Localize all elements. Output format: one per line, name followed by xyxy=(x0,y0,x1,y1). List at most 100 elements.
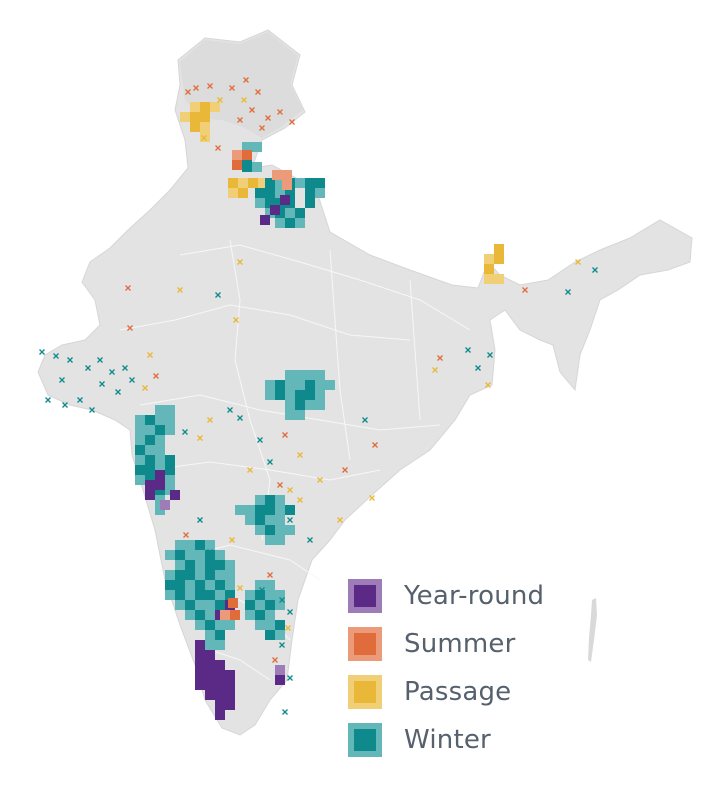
grid-cell-winter xyxy=(215,580,225,590)
occurrence-point-summer xyxy=(153,373,159,379)
grid-cell-winter xyxy=(175,580,185,590)
grid-cell-passage xyxy=(200,102,210,112)
occurrence-point-summer xyxy=(207,83,213,89)
occurrence-point-summer xyxy=(282,432,288,438)
occurrence-point-winter xyxy=(307,537,313,543)
grid-cell-winter xyxy=(275,390,285,400)
legend: Year-round Summer Passage Winter xyxy=(348,578,544,758)
occurrence-point-winter xyxy=(207,549,213,555)
occurrence-point-winter xyxy=(215,292,221,298)
grid-cell-winter xyxy=(135,415,145,425)
grid-cell-year-round xyxy=(205,650,215,660)
grid-cell-winter xyxy=(145,445,155,455)
grid-cell-winter xyxy=(275,515,285,525)
occurrence-point-summer xyxy=(249,107,255,113)
occurrence-point-passage xyxy=(369,495,375,501)
grid-cell-year-round xyxy=(145,490,155,500)
grid-cell-winter xyxy=(305,390,315,400)
grid-cell-winter xyxy=(155,455,165,465)
occurrence-point-summer xyxy=(342,467,348,473)
grid-cell-year-round xyxy=(215,660,225,670)
grid-cell-winter xyxy=(315,178,325,188)
grid-cell-winter xyxy=(265,380,275,390)
grid-cell-winter xyxy=(265,515,275,525)
grid-cell-winter xyxy=(275,505,285,515)
grid-cell-winter xyxy=(155,435,165,445)
occurrence-point-passage xyxy=(337,517,343,523)
grid-cell-winter xyxy=(185,600,195,610)
grid-cell-winter xyxy=(285,400,295,410)
occurrence-point-winter xyxy=(45,397,51,403)
grid-cell-winter xyxy=(135,435,145,445)
occurrence-point-passage xyxy=(233,317,239,323)
grid-cell-winter xyxy=(205,540,215,550)
occurrence-point-winter xyxy=(475,365,481,371)
grid-cell-winter xyxy=(135,465,145,475)
legend-label: Passage xyxy=(404,677,512,707)
grid-cell-passage xyxy=(238,178,248,188)
grid-cell-passage xyxy=(238,188,248,198)
occurrence-point-passage xyxy=(432,367,438,373)
occurrence-point-winter xyxy=(565,289,571,295)
grid-cell-winter xyxy=(205,630,215,640)
grid-cell-winter xyxy=(205,580,215,590)
grid-cell-passage xyxy=(200,122,210,132)
grid-cell-winter xyxy=(205,600,215,610)
occurrence-point-summer xyxy=(267,572,273,578)
grid-cell-year-round xyxy=(260,215,270,225)
occurrence-point-winter xyxy=(77,397,83,403)
grid-cell-winter xyxy=(205,550,215,560)
occurrence-point-passage xyxy=(287,487,293,493)
grid-cell-winter xyxy=(195,600,205,610)
occurrence-point-winter xyxy=(237,415,243,421)
grid-cell-winter xyxy=(255,515,265,525)
grid-cell-winter xyxy=(275,188,285,198)
occurrence-point-summer xyxy=(185,89,191,95)
grid-cell-passage xyxy=(494,274,504,284)
occurrence-point-passage xyxy=(237,259,243,265)
grid-cell-passage xyxy=(248,178,258,188)
grid-cell-winter xyxy=(265,390,275,400)
grid-cell-winter xyxy=(215,600,225,610)
grid-cell-winter xyxy=(315,370,325,380)
grid-cell-winter xyxy=(275,380,285,390)
grid-cell-winter xyxy=(265,620,275,630)
grid-cell-year-round xyxy=(195,680,205,690)
grid-cell-passage xyxy=(190,112,200,122)
grid-cell-winter xyxy=(195,550,205,560)
grid-cell-winter xyxy=(252,162,262,172)
grid-cell-winter xyxy=(185,550,195,560)
grid-cell-winter xyxy=(265,178,275,188)
grid-cell-winter xyxy=(175,600,185,610)
grid-cell-winter xyxy=(275,600,285,610)
grid-cell-year-round xyxy=(205,680,215,690)
legend-item-summer: Summer xyxy=(348,626,544,662)
grid-cell-winter xyxy=(225,590,235,600)
grid-cell-winter xyxy=(215,590,225,600)
occurrence-point-summer xyxy=(277,109,283,115)
grid-cell-winter xyxy=(215,640,225,650)
occurrence-point-winter xyxy=(99,381,105,387)
grid-cell-winter xyxy=(285,410,295,420)
grid-cell-winter xyxy=(165,550,175,560)
grid-cell-winter xyxy=(285,505,295,515)
occurrence-point-passage xyxy=(317,477,323,483)
grid-cell-winter xyxy=(295,390,305,400)
grid-cell-summer xyxy=(282,170,292,180)
grid-cell-winter xyxy=(165,590,175,600)
grid-cell-winter xyxy=(195,590,205,600)
grid-cell-winter xyxy=(255,610,265,620)
grid-cell-winter xyxy=(255,590,265,600)
grid-cell-winter xyxy=(245,515,255,525)
grid-cell-passage xyxy=(190,102,200,112)
grid-cell-year-round xyxy=(225,680,235,690)
grid-cell-year-round xyxy=(170,490,180,500)
occurrence-point-winter xyxy=(182,429,188,435)
occurrence-point-passage xyxy=(142,385,148,391)
grid-cell-winter xyxy=(175,590,185,600)
grid-cell-winter xyxy=(255,525,265,535)
grid-cell-winter xyxy=(295,370,305,380)
grid-cell-winter xyxy=(285,208,295,218)
occurrence-point-passage xyxy=(285,625,291,631)
grid-cell-winter xyxy=(275,178,285,188)
